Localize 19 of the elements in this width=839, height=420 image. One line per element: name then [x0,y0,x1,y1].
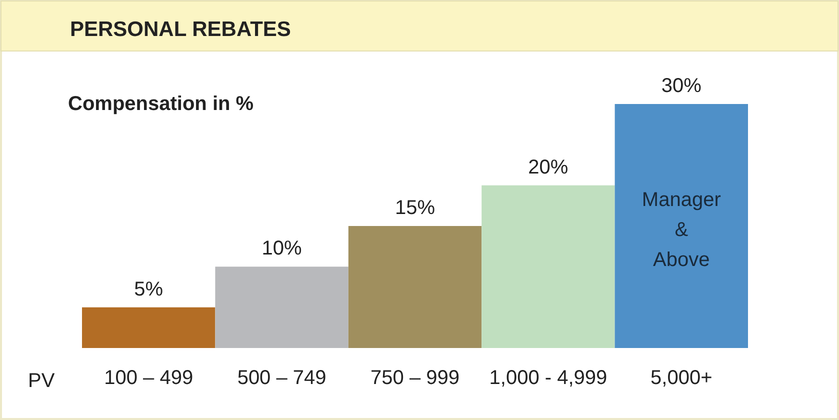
data-label: 10% [262,238,302,260]
x-tick-label: 500 – 749 [237,367,326,390]
bar [215,266,348,348]
x-axis-title: PV [28,370,56,392]
data-label: 5% [134,278,164,300]
x-tick-label: 100 – 499 [104,367,194,390]
bar [614,104,748,348]
data-label: 20% [528,156,568,178]
data-label: 30% [661,75,702,97]
bar [82,307,216,348]
bar [348,226,482,348]
y-axis-title: Compensation in % [68,93,254,115]
bar [482,185,615,348]
x-tick-label: 750 – 999 [370,367,460,390]
chart-title: PERSONAL REBATES [70,18,291,41]
x-tick-label: 1,000 - 4,999 [489,367,608,390]
data-label: 15% [394,197,436,219]
annotation: Manager & Above [642,189,722,271]
x-tick-label: 5,000+ [650,367,712,390]
